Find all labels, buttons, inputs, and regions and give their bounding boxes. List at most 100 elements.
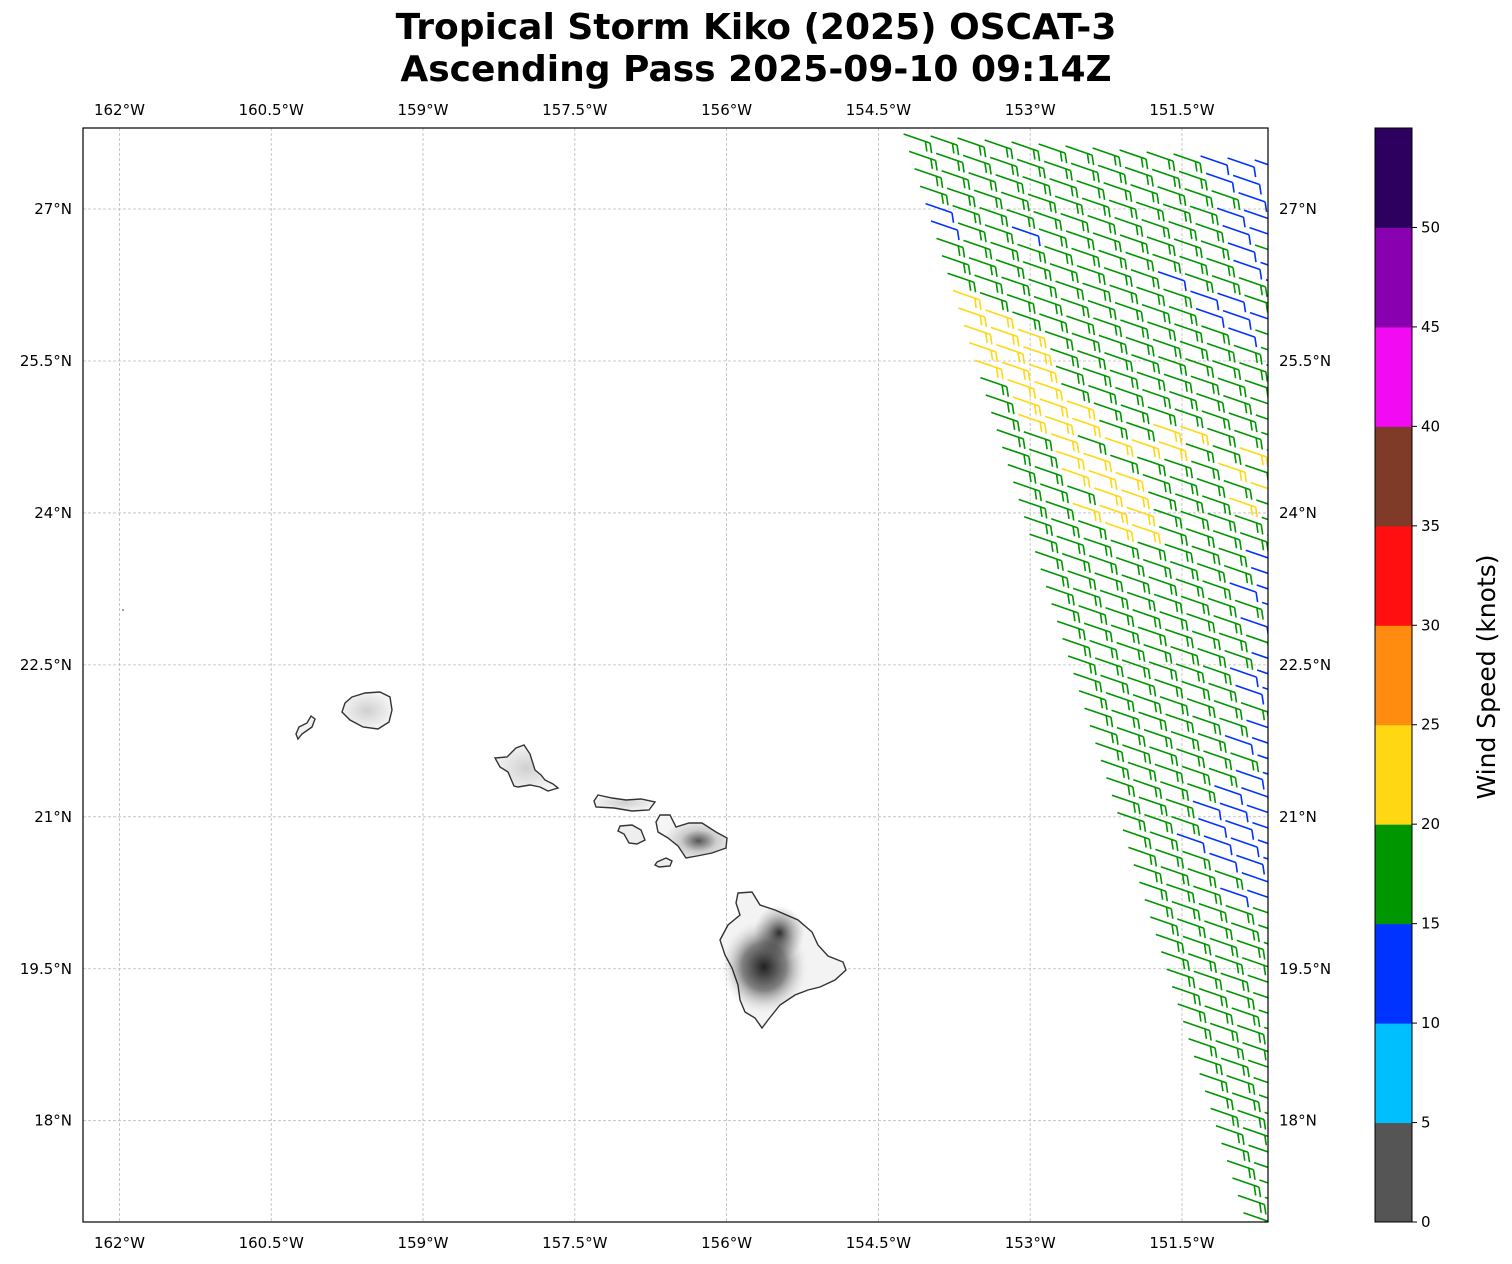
wind-barb — [1196, 392, 1226, 413]
wind-barb — [1218, 632, 1248, 653]
wind-barb — [1012, 311, 1042, 332]
wind-barb — [1245, 549, 1268, 559]
wind-barb — [990, 241, 1020, 262]
wind-barb — [1238, 192, 1268, 213]
wind-barb — [1028, 363, 1058, 384]
wind-barb — [1217, 292, 1247, 313]
wind-barb — [1306, 827, 1334, 846]
wind-barb — [1274, 892, 1302, 911]
wind-barb — [1256, 584, 1268, 590]
wind-barb — [1214, 785, 1244, 806]
wind-barb — [1191, 545, 1221, 566]
wind-barb — [1144, 898, 1174, 919]
wind-barb — [1162, 203, 1192, 224]
wind-barb — [1268, 790, 1296, 809]
lon-tick-label-top: 151.5°W — [1149, 101, 1214, 119]
colorbar-segment — [1375, 824, 1412, 925]
wind-barb — [1039, 313, 1069, 334]
wind-barb — [1018, 413, 1048, 434]
wind-barb — [1142, 388, 1172, 409]
wind-barb — [974, 359, 1004, 380]
island-oahu — [493, 744, 560, 792]
wind-barb — [1176, 833, 1206, 854]
wind-barb — [1207, 512, 1237, 533]
wind-barb — [974, 274, 1004, 295]
wind-barb — [1193, 885, 1223, 906]
chart-title-line-1: Tropical Storm Kiko (2025) OSCAT-3 — [395, 7, 1117, 48]
wind-barb — [1092, 147, 1122, 168]
wind-barb — [1270, 1045, 1298, 1064]
gridlines — [83, 128, 1268, 1222]
wind-barb — [1251, 736, 1268, 744]
wind-barb — [1028, 278, 1058, 299]
wind-barb — [1294, 537, 1322, 556]
colorbar-tick-label: 0 — [1421, 1213, 1431, 1231]
wind-barb — [914, 168, 944, 189]
wind-barb — [1312, 929, 1340, 948]
wind-barb — [1278, 485, 1306, 504]
wind-barb — [1077, 435, 1107, 456]
wind-barb — [1241, 787, 1268, 803]
wind-barb — [1317, 861, 1345, 880]
wind-barb — [1283, 417, 1311, 436]
wind-barb — [1078, 605, 1108, 626]
colorbar-tick-label: 30 — [1421, 616, 1440, 634]
hawaiian-islands — [122, 609, 847, 1030]
wind-barb — [1049, 178, 1079, 199]
colorbar-frame — [1374, 127, 1413, 1223]
wind-barb — [1182, 1020, 1212, 1041]
wind-barb — [1187, 783, 1217, 804]
wind-barb — [1099, 589, 1129, 610]
wind-barb — [908, 150, 938, 171]
wind-barb — [1131, 524, 1161, 545]
wind-barb — [1163, 288, 1193, 309]
wind-barb — [1204, 920, 1233, 941]
wind-barb — [1016, 158, 1046, 179]
wind-barb — [1155, 933, 1185, 954]
wind-barb — [1124, 166, 1154, 187]
wind-barb — [1241, 957, 1268, 976]
chart-title-line-2: Ascending Pass 2025-09-10 09:14Z — [400, 49, 1112, 90]
wind-barb — [1297, 1132, 1325, 1151]
wind-barb — [1302, 979, 1330, 998]
wind-barb — [1094, 657, 1124, 678]
wind-barb — [1011, 226, 1041, 247]
wind-barb — [1001, 276, 1031, 297]
wind-barb — [1148, 576, 1178, 597]
wind-barb — [1157, 271, 1187, 292]
wind-barb — [1186, 613, 1216, 634]
wind-barb — [1237, 1109, 1267, 1130]
wind-barb — [1017, 243, 1047, 264]
wind-barb — [1313, 1099, 1341, 1118]
wind-barb — [1207, 427, 1237, 448]
wind-barb — [1165, 798, 1195, 819]
wind-barb — [1131, 439, 1161, 460]
wind-barb — [1165, 713, 1195, 734]
wind-barb — [1232, 174, 1262, 195]
wind-barb — [1312, 844, 1340, 863]
lon-tick-label-top: 160.5°W — [239, 101, 304, 119]
wind-barb — [1239, 447, 1268, 468]
wind-barb — [1133, 864, 1163, 885]
wind-barb — [1190, 290, 1220, 311]
wind-barb — [1307, 912, 1335, 931]
lat-tick-label-right: 19.5°N — [1279, 960, 1331, 978]
wind-barb — [1115, 471, 1145, 492]
wind-barb — [1259, 1179, 1268, 1184]
wind-barb — [1200, 240, 1230, 261]
wind-barb — [1216, 207, 1246, 228]
wind-barb — [1139, 881, 1169, 902]
wind-barb — [1168, 305, 1198, 326]
lat-tick-label-right: 27°N — [1279, 200, 1317, 218]
wind-barb — [962, 154, 992, 175]
wind-barb — [1198, 987, 1228, 1008]
wind-barb — [1067, 485, 1096, 506]
wind-barb — [1210, 1107, 1240, 1128]
wind-barb — [1251, 651, 1268, 660]
wind-barb — [1261, 601, 1268, 606]
wind-barb — [1177, 1003, 1207, 1024]
wind-barb — [1126, 506, 1156, 527]
wind-barb — [1281, 1165, 1309, 1184]
wind-barb — [1147, 321, 1177, 342]
wind-barb — [1247, 974, 1268, 984]
